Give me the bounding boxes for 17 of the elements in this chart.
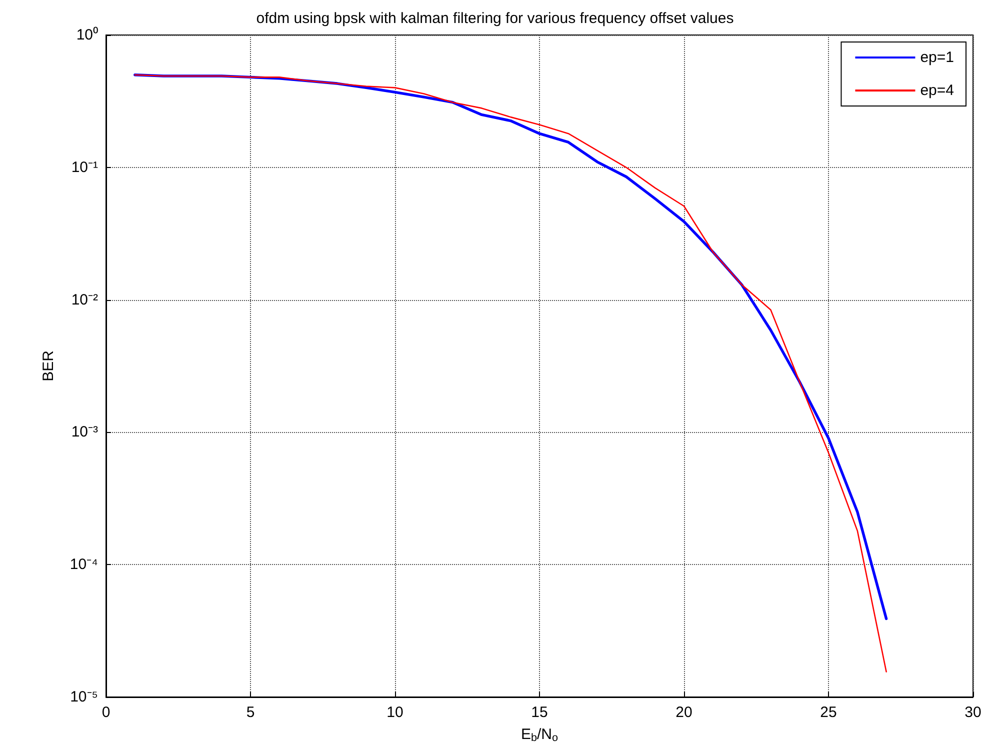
legend-label: ep=1 bbox=[920, 49, 954, 66]
y-tick-label: 10⁻² bbox=[71, 291, 98, 308]
y-tick-label: 10⁻³ bbox=[71, 424, 98, 441]
x-tick-label: 0 bbox=[102, 704, 110, 721]
y-tick-label: 10⁻⁴ bbox=[70, 556, 98, 574]
x-tick-label: 30 bbox=[964, 704, 982, 721]
y-tick-label: 10⁻⁵ bbox=[70, 688, 98, 706]
x-tick-label: 10 bbox=[386, 704, 404, 721]
y-tick-label: 10⁰ bbox=[76, 26, 98, 44]
x-tick-label: 5 bbox=[246, 704, 255, 721]
y-axis-title: BER bbox=[40, 350, 57, 382]
x-tick-label: 15 bbox=[531, 704, 548, 721]
y-tick-label: 10⁻¹ bbox=[71, 158, 98, 176]
x-tick-label: 25 bbox=[820, 704, 837, 721]
legend-label: ep=4 bbox=[920, 82, 954, 99]
chart-title: ofdm using bpsk with kalman filtering for various frequency offset values bbox=[256, 10, 734, 27]
x-tick-label: 20 bbox=[676, 704, 692, 721]
